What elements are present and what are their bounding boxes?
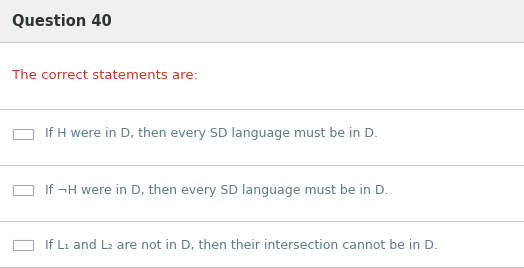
FancyBboxPatch shape bbox=[13, 185, 33, 195]
Text: If L₁ and L₂ are not in D, then their intersection cannot be in D.: If L₁ and L₂ are not in D, then their in… bbox=[45, 239, 438, 252]
FancyBboxPatch shape bbox=[13, 129, 33, 139]
Bar bbox=[0, 0, 524, 42]
FancyBboxPatch shape bbox=[13, 240, 33, 250]
Text: If ¬H were in D, then every SD language must be in D.: If ¬H were in D, then every SD language … bbox=[45, 184, 388, 197]
Text: If H were in D, then every SD language must be in D.: If H were in D, then every SD language m… bbox=[45, 128, 377, 140]
Text: Question 40: Question 40 bbox=[12, 14, 111, 29]
Text: The correct statements are:: The correct statements are: bbox=[12, 69, 198, 81]
